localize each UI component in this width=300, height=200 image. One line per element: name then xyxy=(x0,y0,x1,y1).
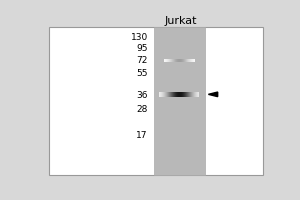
Bar xyxy=(174,92,175,97)
Bar xyxy=(190,92,191,97)
Text: 17: 17 xyxy=(136,131,148,140)
Bar xyxy=(170,92,171,97)
Bar xyxy=(165,92,166,97)
Bar xyxy=(173,92,174,97)
Bar xyxy=(167,92,168,97)
Bar xyxy=(186,92,187,97)
Bar xyxy=(176,92,177,97)
Bar xyxy=(169,92,170,97)
Bar xyxy=(172,92,173,97)
Polygon shape xyxy=(208,92,218,97)
Bar xyxy=(182,92,183,97)
Text: 130: 130 xyxy=(131,33,148,42)
Bar xyxy=(181,92,182,97)
Bar xyxy=(198,92,199,97)
Bar xyxy=(192,92,193,97)
Bar xyxy=(159,92,160,97)
Bar xyxy=(189,92,190,97)
Bar xyxy=(180,92,181,97)
Text: 36: 36 xyxy=(136,91,148,100)
Bar xyxy=(188,92,189,97)
Bar xyxy=(193,92,194,97)
Bar xyxy=(166,92,167,97)
Bar xyxy=(163,92,164,97)
Text: 72: 72 xyxy=(136,56,148,65)
Bar xyxy=(154,27,205,175)
Text: Jurkat: Jurkat xyxy=(164,16,197,26)
Bar xyxy=(196,92,197,97)
Bar xyxy=(195,92,196,97)
Text: 95: 95 xyxy=(136,44,148,53)
Bar xyxy=(194,92,195,97)
Bar xyxy=(187,92,188,97)
Bar xyxy=(168,92,169,97)
Bar xyxy=(169,92,170,97)
Bar xyxy=(178,92,179,97)
Bar xyxy=(177,92,178,97)
Bar xyxy=(171,92,172,97)
Bar xyxy=(161,92,162,97)
Bar xyxy=(164,92,165,97)
Bar xyxy=(179,92,180,97)
Bar xyxy=(196,92,197,97)
Bar xyxy=(185,92,186,97)
Bar xyxy=(162,92,163,97)
Text: 55: 55 xyxy=(136,69,148,78)
Bar xyxy=(183,92,184,97)
Bar xyxy=(191,92,192,97)
Bar xyxy=(184,92,185,97)
Text: 28: 28 xyxy=(136,105,148,114)
Bar xyxy=(197,92,198,97)
Bar xyxy=(160,92,161,97)
Bar xyxy=(175,92,176,97)
